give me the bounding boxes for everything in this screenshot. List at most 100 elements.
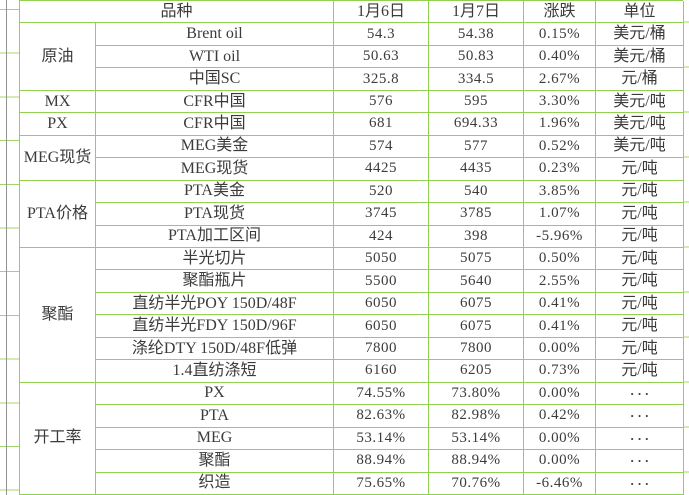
value-cell-day1[interactable]: 325.8 — [334, 68, 429, 91]
unit-cell[interactable]: 元/吨 — [596, 203, 684, 226]
unit-cell[interactable]: 美元/桶 — [596, 23, 684, 46]
item-cell[interactable]: CFR中国 — [96, 113, 334, 136]
unit-cell[interactable]: ··· — [596, 405, 684, 428]
value-cell-day1[interactable]: 5050 — [334, 248, 429, 271]
value-cell-day1[interactable]: 75.65% — [334, 472, 429, 495]
item-cell[interactable]: WTI oil — [96, 45, 334, 69]
item-cell[interactable]: 1.4直纺涤短 — [96, 360, 334, 383]
value-cell-day1[interactable]: 6050 — [334, 292, 429, 316]
header-cell-variety[interactable]: 品种 — [20, 1, 334, 24]
unit-cell[interactable]: ··· — [596, 427, 684, 451]
value-cell-change[interactable]: 0.73% — [524, 360, 596, 383]
value-cell-day1[interactable]: 576 — [334, 90, 429, 114]
category-cell[interactable]: PTA价格 — [20, 180, 96, 248]
value-cell-day1[interactable]: 3745 — [334, 203, 429, 226]
unit-cell[interactable]: 美元/桶 — [596, 45, 684, 69]
value-cell-day1[interactable]: 4425 — [334, 158, 429, 181]
value-cell-change[interactable]: 0.41% — [524, 292, 596, 316]
unit-cell[interactable]: 元/吨 — [596, 158, 684, 181]
header-cell-change[interactable]: 涨跌 — [524, 1, 596, 24]
value-cell-day1[interactable]: 520 — [334, 180, 429, 204]
value-cell-change[interactable]: 1.07% — [524, 203, 596, 226]
value-cell-day1[interactable]: 5500 — [334, 270, 429, 293]
item-cell[interactable]: 涤纶DTY 150D/48F低弹 — [96, 337, 334, 361]
value-cell-day2[interactable]: 7800 — [429, 337, 524, 361]
value-cell-change[interactable]: 0.15% — [524, 23, 596, 46]
category-cell[interactable]: PX — [20, 113, 96, 136]
value-cell-change[interactable]: 0.23% — [524, 158, 596, 181]
value-cell-change[interactable]: -6.46% — [524, 472, 596, 495]
item-cell[interactable]: MEG — [96, 427, 334, 451]
value-cell-change[interactable]: 0.00% — [524, 427, 596, 451]
value-cell-change[interactable]: 0.00% — [524, 382, 596, 406]
item-cell[interactable]: 聚酯 — [96, 450, 334, 473]
unit-cell[interactable]: 元/吨 — [596, 337, 684, 361]
unit-cell[interactable]: ··· — [596, 472, 684, 495]
category-cell[interactable]: MEG现货 — [20, 135, 96, 181]
value-cell-day1[interactable]: 424 — [334, 225, 429, 248]
value-cell-day2[interactable]: 334.5 — [429, 68, 524, 91]
category-cell[interactable]: 开工率 — [20, 382, 96, 495]
value-cell-day2[interactable]: 53.14% — [429, 427, 524, 451]
item-cell[interactable]: 直纺半光FDY 150D/96F — [96, 315, 334, 338]
value-cell-day2[interactable]: 50.83 — [429, 45, 524, 69]
item-cell[interactable]: MEG美金 — [96, 135, 334, 159]
unit-cell[interactable]: ··· — [596, 450, 684, 473]
header-cell-day2[interactable]: 1月7日 — [429, 1, 524, 24]
value-cell-day1[interactable]: 53.14% — [334, 427, 429, 451]
unit-cell[interactable]: 元/吨 — [596, 180, 684, 204]
value-cell-day2[interactable]: 6075 — [429, 292, 524, 316]
value-cell-day2[interactable]: 5075 — [429, 248, 524, 271]
item-cell[interactable]: 织造 — [96, 472, 334, 495]
value-cell-day2[interactable]: 5640 — [429, 270, 524, 293]
value-cell-change[interactable]: 0.00% — [524, 450, 596, 473]
value-cell-day2[interactable]: 4435 — [429, 158, 524, 181]
value-cell-change[interactable]: 0.40% — [524, 45, 596, 69]
item-cell[interactable]: 直纺半光POY 150D/48F — [96, 292, 334, 316]
item-cell[interactable]: MEG现货 — [96, 158, 334, 181]
value-cell-day1[interactable]: 6050 — [334, 315, 429, 338]
value-cell-change[interactable]: 0.42% — [524, 405, 596, 428]
category-cell[interactable]: MX — [20, 90, 96, 114]
value-cell-day1[interactable]: 6160 — [334, 360, 429, 383]
value-cell-day1[interactable]: 574 — [334, 135, 429, 159]
item-cell[interactable]: 聚酯瓶片 — [96, 270, 334, 293]
value-cell-day2[interactable]: 82.98% — [429, 405, 524, 428]
value-cell-day2[interactable]: 595 — [429, 90, 524, 114]
unit-cell[interactable]: 元/吨 — [596, 270, 684, 293]
value-cell-day2[interactable]: 54.38 — [429, 23, 524, 46]
unit-cell[interactable]: 元/吨 — [596, 360, 684, 383]
value-cell-day2[interactable]: 70.76% — [429, 472, 524, 495]
value-cell-day2[interactable]: 6205 — [429, 360, 524, 383]
value-cell-change[interactable]: 3.85% — [524, 180, 596, 204]
value-cell-day2[interactable]: 3785 — [429, 203, 524, 226]
item-cell[interactable]: PTA — [96, 405, 334, 428]
unit-cell[interactable]: 元/吨 — [596, 225, 684, 248]
value-cell-day2[interactable]: 577 — [429, 135, 524, 159]
value-cell-day1[interactable]: 50.63 — [334, 45, 429, 69]
value-cell-change[interactable]: 0.52% — [524, 135, 596, 159]
header-cell-day1[interactable]: 1月6日 — [334, 1, 429, 24]
value-cell-day1[interactable]: 74.55% — [334, 382, 429, 406]
value-cell-day2[interactable]: 88.94% — [429, 450, 524, 473]
item-cell[interactable]: PTA加工区间 — [96, 225, 334, 248]
unit-cell[interactable]: 元/吨 — [596, 292, 684, 316]
header-cell-unit[interactable]: 单位 — [596, 1, 684, 24]
value-cell-change[interactable]: 0.00% — [524, 337, 596, 361]
value-cell-day1[interactable]: 7800 — [334, 337, 429, 361]
value-cell-day1[interactable]: 82.63% — [334, 405, 429, 428]
value-cell-change[interactable]: 0.41% — [524, 315, 596, 338]
value-cell-day1[interactable]: 681 — [334, 113, 429, 136]
item-cell[interactable]: PTA美金 — [96, 180, 334, 204]
value-cell-day2[interactable]: 73.80% — [429, 382, 524, 406]
value-cell-change[interactable]: -5.96% — [524, 225, 596, 248]
item-cell[interactable]: 半光切片 — [96, 248, 334, 271]
value-cell-day2[interactable]: 694.33 — [429, 113, 524, 136]
unit-cell[interactable]: ··· — [596, 382, 684, 406]
unit-cell[interactable]: 元/吨 — [596, 248, 684, 271]
item-cell[interactable]: CFR中国 — [96, 90, 334, 114]
unit-cell[interactable]: 美元/吨 — [596, 113, 684, 136]
item-cell[interactable]: 中国SC — [96, 68, 334, 91]
unit-cell[interactable]: 元/吨 — [596, 315, 684, 338]
unit-cell[interactable]: 美元/吨 — [596, 135, 684, 159]
